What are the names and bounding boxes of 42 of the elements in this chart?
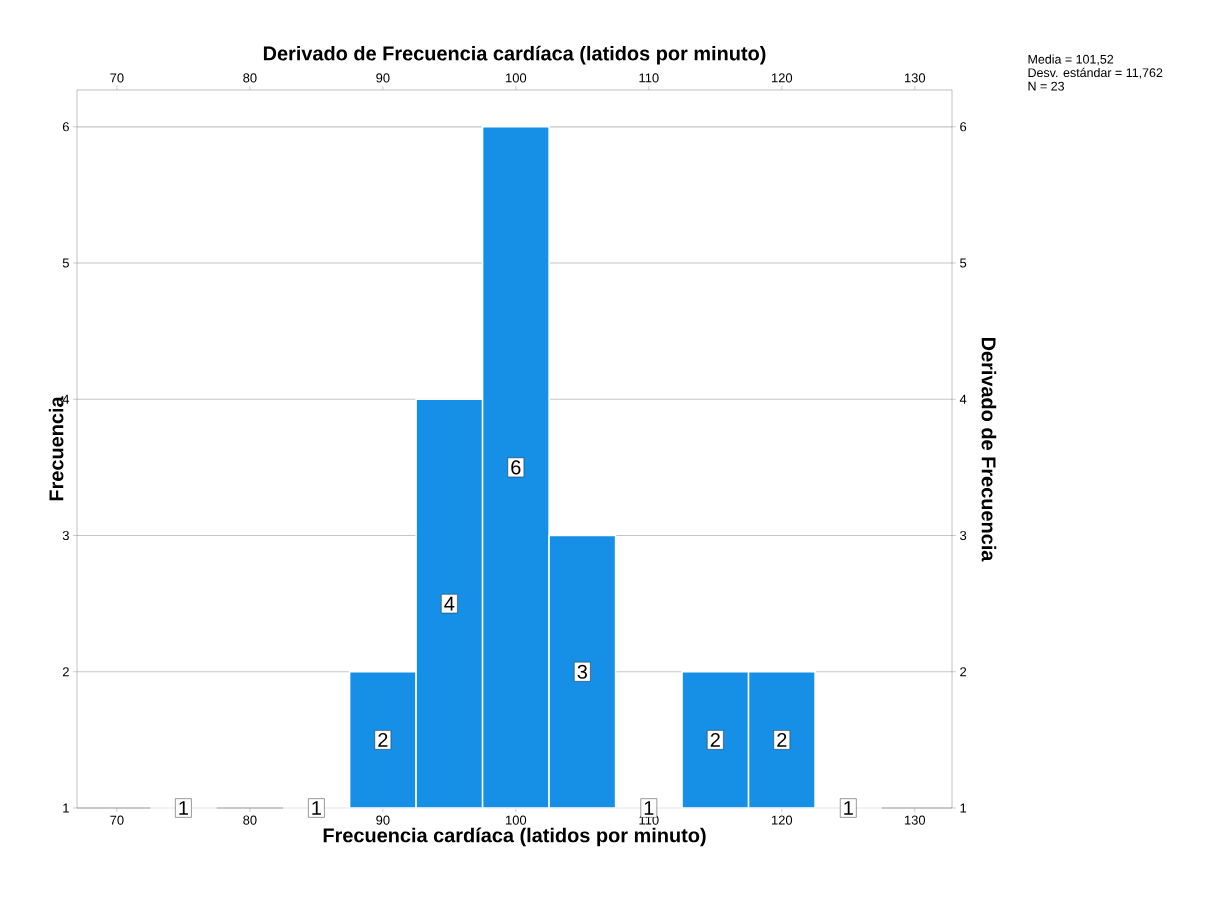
x-tick-label: 130 [904,73,926,83]
data-label: 1 [644,801,654,815]
y-tick-label: 2 [62,667,69,677]
x2-tick-label: 130 [904,815,926,825]
x2-tick-label: 90 [376,815,390,825]
x-axis-title: Frecuencia cardíaca (latidos por minuto) [323,827,706,847]
data-label: 2 [378,732,388,747]
y-tick-label: 4 [62,394,70,404]
x2-axis-title: Derivado de Frecuencia cardíaca (latidos por minuto) [263,45,766,65]
text: Media = 101,52 [1028,54,1114,66]
y2-tick-label: 6 [960,122,967,132]
x2-tick-label: 100 [506,815,527,825]
x-tick-label: 100 [506,73,527,83]
data-label: 4 [444,596,455,611]
x-tick-label: 90 [376,73,390,83]
y2-tick-label: 2 [960,667,967,677]
data-label: 2 [777,732,787,747]
data-label: 3 [577,664,587,679]
data-label: 6 [511,460,521,475]
x-tick-label: 110 [639,73,659,83]
text: Desv. estándar = 11,762 [1028,67,1163,79]
y2-tick-label: 5 [960,258,967,268]
y2-tick-label: 3 [960,530,967,541]
x2-tick-label: 120 [771,815,793,825]
data-label: 1 [312,801,321,815]
y-tick-label: 3 [62,530,69,541]
data-label: 2 [710,732,720,747]
x-tick-label: 80 [243,73,257,83]
y-tick-label: 1 [63,803,69,813]
y2-tick-label: 1 [960,803,967,813]
text: N = 23 [1028,81,1065,91]
data-label: 1 [844,801,853,815]
data-label: 1 [179,801,188,815]
x2-tick-label: 70 [110,815,124,825]
y2-tick-label: 4 [959,394,967,404]
y2-axis-title: Derivado de Frecuencia [981,337,997,562]
x2-tick-label: 80 [243,815,257,825]
y-axis-title: Frecuencia [48,396,64,501]
y-tick-label: 5 [62,258,69,268]
x-tick-label: 70 [110,73,124,83]
y-tick-label: 6 [62,122,69,132]
x-tick-label: 120 [771,73,793,83]
